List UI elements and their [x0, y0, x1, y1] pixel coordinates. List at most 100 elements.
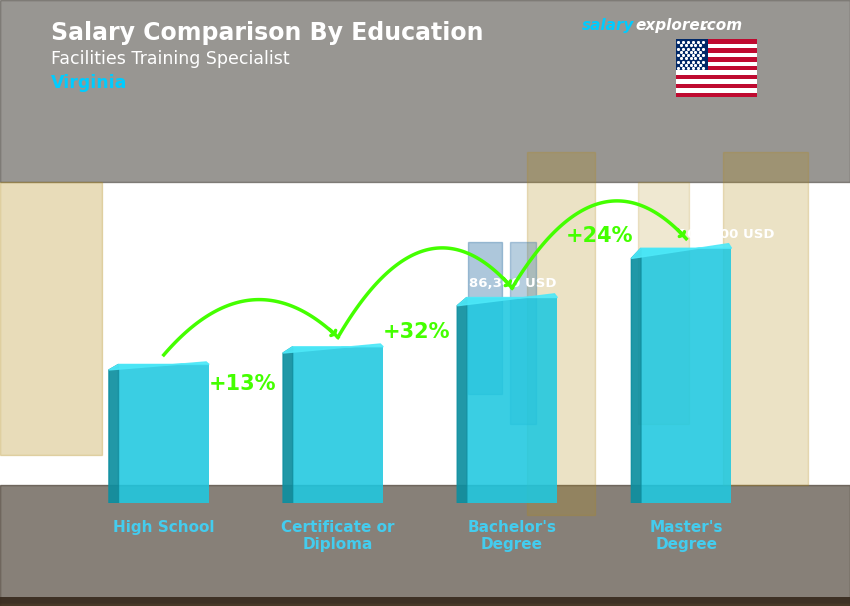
Bar	[0, 599, 850, 605]
Bar	[0, 598, 850, 604]
Text: explorer: explorer	[636, 18, 708, 33]
Bar	[0, 602, 850, 606]
Polygon shape	[632, 244, 732, 258]
Bar	[0, 600, 850, 606]
Bar	[0, 598, 850, 604]
Bar	[0, 599, 850, 605]
Text: Facilities Training Specialist: Facilities Training Specialist	[51, 50, 290, 68]
Text: 58,200 USD: 58,200 USD	[115, 344, 202, 358]
Bar	[0, 598, 850, 604]
Bar	[0, 599, 850, 605]
Bar	[0, 598, 850, 604]
Text: Virginia: Virginia	[51, 74, 128, 92]
Bar	[676, 79, 756, 84]
Bar	[0, 600, 850, 606]
Bar	[0, 598, 850, 604]
Bar	[0, 601, 850, 606]
Bar	[0, 599, 850, 605]
Bar	[0, 599, 850, 605]
Text: +24%: +24%	[565, 226, 633, 247]
Bar	[0, 601, 850, 606]
Bar	[0, 600, 850, 606]
Bar	[0, 598, 850, 604]
Bar	[0, 598, 850, 604]
Bar	[0, 603, 850, 606]
Bar	[676, 93, 756, 97]
Text: 86,300 USD: 86,300 USD	[468, 278, 556, 290]
Bar	[0, 601, 850, 606]
Text: Salary Comparison By Education: Salary Comparison By Education	[51, 21, 484, 45]
Bar	[676, 62, 756, 66]
Bar	[0, 601, 850, 606]
Bar	[0, 598, 850, 604]
Bar	[0, 598, 850, 604]
Bar	[0, 601, 850, 606]
Bar	[0, 598, 850, 604]
Bar	[0, 598, 850, 604]
Bar	[0, 603, 850, 606]
Bar	[0, 599, 850, 605]
Bar	[0, 598, 850, 604]
Bar	[0, 601, 850, 606]
Text: .com: .com	[701, 18, 742, 33]
Bar	[0, 601, 850, 606]
Bar	[676, 39, 708, 70]
Bar	[0, 600, 850, 606]
Bar	[0, 597, 850, 603]
Bar	[0, 485, 850, 606]
Bar	[0, 602, 850, 606]
Bar	[0, 599, 850, 605]
Bar	[0, 0, 850, 182]
Polygon shape	[457, 294, 558, 306]
Text: 107,000 USD: 107,000 USD	[677, 228, 774, 241]
Bar	[0, 600, 850, 606]
Bar	[0, 601, 850, 606]
Bar	[0, 602, 850, 606]
Bar	[510, 242, 536, 424]
Bar	[118, 364, 209, 503]
Bar	[0, 597, 850, 603]
Bar	[0, 600, 850, 606]
Bar	[0, 600, 850, 606]
Bar	[0, 601, 850, 606]
Polygon shape	[632, 248, 641, 503]
Bar	[0, 602, 850, 606]
Bar	[467, 298, 558, 503]
Bar	[0, 599, 850, 605]
Bar	[0, 602, 850, 606]
Text: +32%: +32%	[382, 322, 450, 342]
Bar	[0, 600, 850, 606]
Bar	[676, 44, 756, 48]
Bar	[676, 84, 756, 88]
Bar	[0, 602, 850, 606]
Bar	[0, 602, 850, 606]
Bar	[0, 598, 850, 604]
Polygon shape	[283, 344, 383, 353]
Bar	[0, 602, 850, 606]
Polygon shape	[457, 298, 467, 503]
Bar	[0, 599, 850, 605]
Bar	[0, 602, 850, 606]
Bar	[0, 602, 850, 606]
Bar	[0, 602, 850, 606]
Bar	[0, 598, 850, 604]
Bar	[676, 48, 756, 53]
Bar	[0, 603, 850, 606]
Bar	[0, 599, 850, 605]
Bar	[0, 601, 850, 606]
Bar	[0, 600, 850, 606]
Bar	[0, 598, 850, 604]
Bar	[676, 53, 756, 57]
Bar	[0, 601, 850, 606]
Bar	[0, 602, 850, 606]
Bar	[0, 601, 850, 606]
Bar	[292, 347, 383, 503]
Bar	[0, 601, 850, 606]
Bar	[0, 600, 850, 606]
Bar	[0, 599, 850, 605]
Bar	[0, 601, 850, 606]
Bar	[0, 599, 850, 605]
Bar	[0, 602, 850, 606]
Bar	[0, 599, 850, 605]
Bar	[0, 599, 850, 605]
